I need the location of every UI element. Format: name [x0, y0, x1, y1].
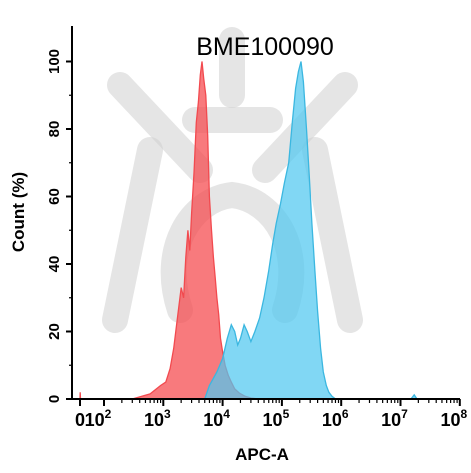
y-axis-label: Count (%): [9, 172, 28, 252]
x-tick-label: 107: [381, 407, 408, 430]
y-tick-label: 60: [46, 188, 63, 205]
y-tick-label: 40: [46, 256, 63, 273]
y-tick-label: 20: [46, 323, 63, 340]
x-tick-label: 0: [75, 410, 85, 430]
x-axis-label: APC-A: [235, 445, 289, 464]
x-axis: 0 102 103 104 105 106 107 108: [75, 399, 467, 430]
y-tick-label: 80: [46, 121, 63, 138]
y-tick-label: 0: [46, 395, 63, 403]
y-axis: 0 20 40 60 80 100: [46, 49, 72, 403]
x-tick-label: 106: [322, 407, 349, 430]
x-tick-label: 104: [203, 407, 230, 430]
x-tick-label: 108: [440, 407, 467, 430]
x-tick-label: 102: [85, 407, 112, 430]
chart-title: BME100090: [196, 33, 334, 61]
plot-area: [79, 61, 419, 400]
histogram-series-1: [203, 61, 338, 400]
y-tick-label: 100: [46, 49, 63, 74]
x-tick-label: 105: [263, 407, 290, 430]
x-tick-label: 103: [144, 407, 171, 430]
